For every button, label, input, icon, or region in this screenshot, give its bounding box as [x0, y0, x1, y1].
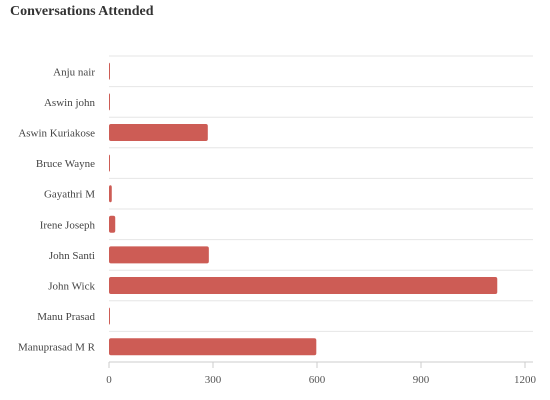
- bar[interactable]: [109, 308, 110, 325]
- category-labels: Anju nair Aswin john Aswin Kuriakose Bruce …: [18, 66, 96, 353]
- bar[interactable]: [109, 338, 316, 355]
- category-label: Bruce Wayne: [36, 158, 95, 170]
- category-label: John Santi: [49, 250, 95, 262]
- category-label: John Wick: [48, 281, 95, 293]
- bar[interactable]: [109, 155, 110, 172]
- category-label: Gayathri M: [44, 189, 95, 201]
- category-label: Manu Prasad: [37, 311, 95, 323]
- category-label: Aswin Kuriakose: [18, 128, 95, 140]
- bar[interactable]: [109, 277, 497, 294]
- category-label: Aswin john: [44, 97, 96, 109]
- bar[interactable]: [109, 185, 112, 202]
- x-tick-label: 900: [413, 374, 430, 386]
- x-tick-label: 1200: [514, 374, 537, 386]
- bar[interactable]: [109, 124, 208, 141]
- x-tick-label: 300: [205, 374, 222, 386]
- grid-lines: [109, 56, 533, 362]
- bar[interactable]: [109, 93, 110, 110]
- category-label: Anju nair: [53, 66, 95, 78]
- x-tick-label: 0: [106, 374, 112, 386]
- bar[interactable]: [109, 63, 110, 80]
- category-label: Manuprasad M R: [18, 342, 96, 354]
- category-label: Irene Joseph: [40, 219, 96, 231]
- x-tick-label: 600: [309, 374, 326, 386]
- bar[interactable]: [109, 246, 209, 263]
- bar[interactable]: [109, 216, 115, 233]
- x-axis: 0 300 600 900 1200: [106, 362, 536, 386]
